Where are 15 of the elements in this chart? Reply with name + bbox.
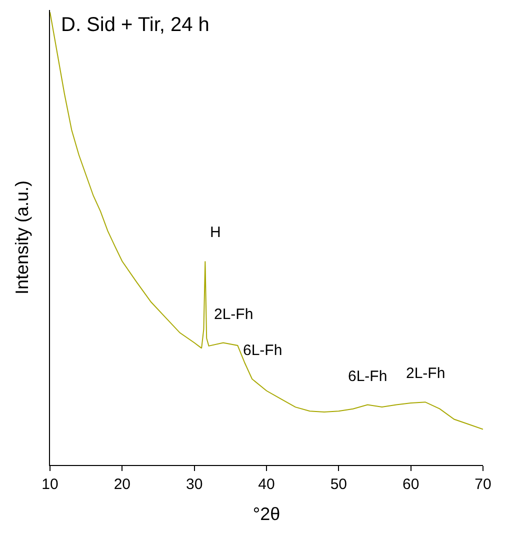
annotation: 2L-Fh xyxy=(406,365,446,382)
chart-title: D. Sid + Tir, 24 h xyxy=(61,14,210,36)
annotation: 6L-Fh xyxy=(348,368,388,385)
x-tick-label: 20 xyxy=(114,476,131,493)
x-axis-title: °2θ xyxy=(252,504,280,524)
x-tick-label: 70 xyxy=(474,476,492,493)
x-tick-label: 50 xyxy=(330,476,348,493)
x-tick-label: 60 xyxy=(402,476,420,493)
y-axis-title: Intensity (a.u.) xyxy=(12,180,32,295)
annotation: 6L-Fh xyxy=(243,342,282,359)
x-tick-label: 10 xyxy=(42,476,58,493)
annotation: 2L-Fh xyxy=(214,306,254,323)
x-tick-label: 30 xyxy=(186,476,203,493)
annotation: H xyxy=(210,224,221,241)
x-tick-label: 40 xyxy=(258,476,275,493)
